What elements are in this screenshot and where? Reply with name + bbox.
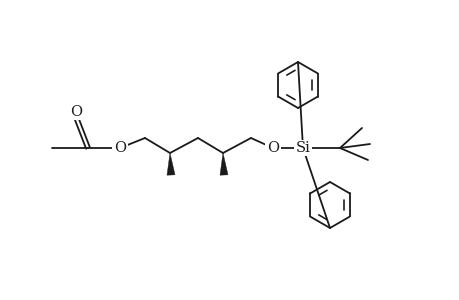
Polygon shape <box>167 153 174 175</box>
Text: Si: Si <box>295 141 310 155</box>
Text: O: O <box>114 141 126 155</box>
Text: O: O <box>266 141 279 155</box>
Polygon shape <box>219 153 228 175</box>
Text: O: O <box>70 105 82 119</box>
